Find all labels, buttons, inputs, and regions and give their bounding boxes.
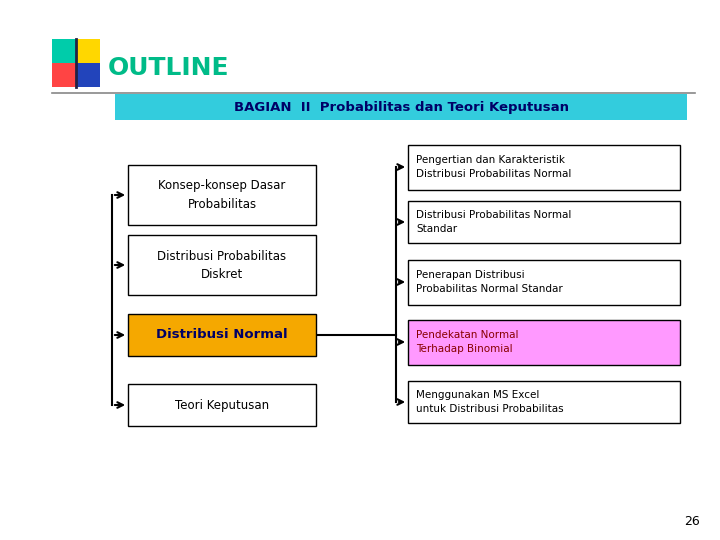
Bar [115, 94, 687, 120]
Text: BAGIAN  II  Probabilitas dan Teori Keputusan: BAGIAN II Probabilitas dan Teori Keputus… [233, 100, 569, 113]
Bar [128, 384, 316, 426]
Bar [52, 39, 76, 63]
Text: Pendekatan Normal
Terhadap Binomial: Pendekatan Normal Terhadap Binomial [416, 330, 518, 354]
Bar [408, 260, 680, 305]
Bar [76, 39, 100, 63]
Bar [52, 63, 76, 87]
Text: 26: 26 [684, 515, 700, 528]
Text: Pengertian dan Karakteristik
Distribusi Probabilitas Normal: Pengertian dan Karakteristik Distribusi … [416, 155, 572, 179]
Text: Menggunakan MS Excel
untuk Distribusi Probabilitas: Menggunakan MS Excel untuk Distribusi Pr… [416, 390, 564, 414]
Bar [128, 165, 316, 225]
Bar [128, 314, 316, 356]
Text: OUTLINE: OUTLINE [108, 56, 230, 80]
Text: Teori Keputusan: Teori Keputusan [175, 399, 269, 411]
Bar [408, 145, 680, 190]
Bar [408, 201, 680, 243]
Text: Konsep-konsep Dasar
Probabilitas: Konsep-konsep Dasar Probabilitas [158, 179, 286, 211]
Bar [128, 235, 316, 295]
Text: Distribusi Normal: Distribusi Normal [156, 328, 288, 341]
Text: Penerapan Distribusi
Probabilitas Normal Standar: Penerapan Distribusi Probabilitas Normal… [416, 270, 563, 294]
Bar [408, 320, 680, 365]
Bar [76, 63, 100, 87]
Text: Distribusi Probabilitas
Diskret: Distribusi Probabilitas Diskret [158, 249, 287, 280]
Bar [408, 381, 680, 423]
Text: Distribusi Probabilitas Normal
Standar: Distribusi Probabilitas Normal Standar [416, 210, 572, 234]
